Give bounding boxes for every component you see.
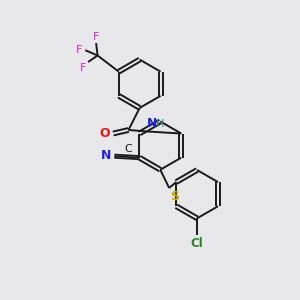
Text: H: H <box>156 118 165 128</box>
Text: Cl: Cl <box>191 237 203 250</box>
Text: C: C <box>124 144 132 154</box>
Text: F: F <box>93 32 99 42</box>
Text: O: O <box>99 127 110 140</box>
Text: F: F <box>80 63 86 73</box>
Text: N: N <box>101 149 111 162</box>
Text: N: N <box>147 117 158 130</box>
Text: F: F <box>76 45 82 55</box>
Text: S: S <box>170 190 179 203</box>
